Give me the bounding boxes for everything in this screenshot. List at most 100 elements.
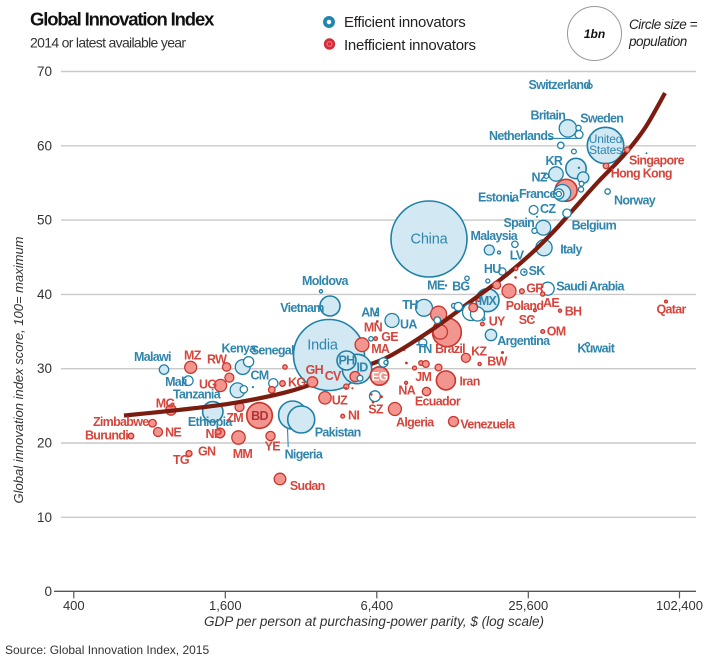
- svg-text:30: 30: [37, 361, 52, 376]
- svg-text:Switzerland: Switzerland: [529, 78, 591, 92]
- svg-text:LV: LV: [510, 248, 525, 262]
- svg-text:MN: MN: [364, 321, 383, 335]
- svg-text:Vietnam: Vietnam: [280, 301, 324, 315]
- svg-text:Ethiopia: Ethiopia: [188, 415, 233, 429]
- svg-text:CM: CM: [250, 369, 268, 383]
- svg-text:JM: JM: [415, 370, 431, 384]
- svg-text:Pakistan: Pakistan: [315, 426, 361, 440]
- svg-text:Belgium: Belgium: [572, 219, 617, 233]
- svg-text:GH: GH: [306, 363, 324, 377]
- svg-text:70: 70: [37, 64, 52, 79]
- svg-text:Saudi Arabia: Saudi Arabia: [556, 280, 625, 294]
- svg-text:Venezuela: Venezuela: [460, 418, 516, 432]
- svg-text:UG: UG: [199, 378, 216, 392]
- svg-text:AE: AE: [543, 296, 559, 310]
- svg-text:6,400: 6,400: [361, 598, 394, 613]
- svg-text:ME: ME: [427, 279, 445, 293]
- svg-text:Mali: Mali: [165, 375, 187, 389]
- svg-text:KR: KR: [546, 154, 563, 168]
- svg-text:Qatar: Qatar: [657, 303, 687, 317]
- svg-text:Tanzania: Tanzania: [173, 387, 222, 401]
- svg-text:Senegal: Senegal: [251, 344, 294, 358]
- svg-text:EG: EG: [372, 370, 388, 384]
- svg-text:Global innovation index score,: Global innovation index score, 100= maxi…: [11, 236, 26, 503]
- svg-text:Source: Global Innovation Inde: Source: Global Innovation Index, 2015: [5, 643, 209, 657]
- svg-text:Kuwait: Kuwait: [577, 342, 615, 356]
- svg-text:Ecuador: Ecuador: [415, 395, 461, 409]
- svg-text:HU: HU: [484, 262, 501, 276]
- svg-text:NE: NE: [165, 426, 181, 440]
- svg-text:CV: CV: [325, 369, 342, 383]
- svg-text:MX: MX: [479, 294, 498, 308]
- svg-text:Burundi: Burundi: [85, 429, 128, 443]
- svg-text:Inefficient innovators: Inefficient innovators: [344, 37, 476, 54]
- svg-text:TG: TG: [173, 453, 189, 467]
- svg-text:Kenya: Kenya: [222, 342, 258, 356]
- svg-text:Italy: Italy: [560, 242, 582, 256]
- svg-text:400: 400: [63, 598, 85, 613]
- svg-text:Poland: Poland: [506, 299, 544, 313]
- svg-text:YE: YE: [265, 440, 281, 454]
- svg-text:Malawi: Malawi: [134, 350, 171, 364]
- svg-text:Global Innovation Index: Global Innovation Index: [30, 9, 215, 30]
- svg-text:Zimbabwe: Zimbabwe: [93, 415, 149, 429]
- svg-text:102,400: 102,400: [656, 598, 703, 613]
- svg-text:NA: NA: [398, 384, 415, 398]
- svg-text:Brazil: Brazil: [435, 342, 465, 356]
- svg-text:40: 40: [37, 287, 52, 302]
- svg-text:PH: PH: [339, 354, 356, 368]
- svg-text:1,600: 1,600: [209, 598, 242, 613]
- svg-text:50: 50: [37, 213, 52, 228]
- svg-text:Hong Kong: Hong Kong: [611, 167, 672, 181]
- svg-text:States: States: [589, 143, 622, 157]
- svg-text:Netherlands: Netherlands: [489, 129, 554, 143]
- svg-text:China: China: [411, 232, 449, 248]
- svg-text:CZ: CZ: [540, 202, 556, 216]
- svg-text:20: 20: [37, 436, 52, 451]
- svg-text:NP: NP: [206, 427, 222, 441]
- svg-text:ID: ID: [356, 361, 368, 375]
- svg-text:60: 60: [37, 138, 52, 153]
- svg-text:1bn: 1bn: [584, 27, 605, 41]
- svg-text:UY: UY: [489, 315, 506, 329]
- svg-text:BD: BD: [251, 409, 268, 423]
- svg-text:GR: GR: [526, 282, 544, 296]
- svg-text:MG: MG: [156, 397, 175, 411]
- svg-text:United: United: [589, 132, 623, 146]
- svg-text:MM: MM: [233, 447, 253, 461]
- svg-text:RW: RW: [207, 353, 227, 367]
- svg-text:Malaysia: Malaysia: [471, 229, 519, 243]
- svg-text:KG: KG: [288, 376, 305, 390]
- svg-text:TN: TN: [416, 342, 432, 356]
- svg-text:OM: OM: [547, 325, 566, 339]
- svg-text:NI: NI: [348, 409, 359, 423]
- svg-text:SK: SK: [529, 264, 546, 278]
- svg-text:Sweden: Sweden: [580, 112, 623, 126]
- svg-text:SC: SC: [519, 313, 536, 327]
- svg-text:0: 0: [44, 584, 52, 599]
- svg-text:Moldova: Moldova: [302, 274, 350, 288]
- svg-text:Sudan: Sudan: [290, 479, 325, 493]
- svg-text:AM: AM: [361, 306, 379, 320]
- svg-text:SZ: SZ: [368, 403, 384, 417]
- svg-text:MZ: MZ: [184, 348, 202, 362]
- svg-text:25,600: 25,600: [508, 598, 548, 613]
- svg-text:UA: UA: [400, 318, 417, 332]
- svg-text:GN: GN: [198, 445, 216, 459]
- svg-text:UZ: UZ: [332, 394, 348, 408]
- svg-text:Circle size =: Circle size =: [629, 17, 698, 32]
- svg-text:France: France: [519, 187, 557, 201]
- svg-text:2014 or latest available year: 2014 or latest available year: [30, 35, 186, 51]
- svg-text:Singapore: Singapore: [629, 154, 685, 168]
- svg-text:KZ: KZ: [471, 345, 487, 359]
- svg-text:NZ: NZ: [532, 171, 548, 185]
- svg-text:BG: BG: [452, 280, 469, 294]
- svg-text:GDP per person at purchasing-p: GDP per person at purchasing-power parit…: [204, 614, 544, 629]
- svg-text:Algeria: Algeria: [396, 416, 435, 430]
- svg-text:Spain: Spain: [504, 216, 535, 230]
- svg-text:Britain: Britain: [531, 109, 566, 123]
- svg-text:Iran: Iran: [460, 375, 480, 389]
- svg-text:India: India: [307, 338, 339, 354]
- svg-text:ZM: ZM: [226, 411, 243, 425]
- svg-text:Nigeria: Nigeria: [285, 448, 324, 462]
